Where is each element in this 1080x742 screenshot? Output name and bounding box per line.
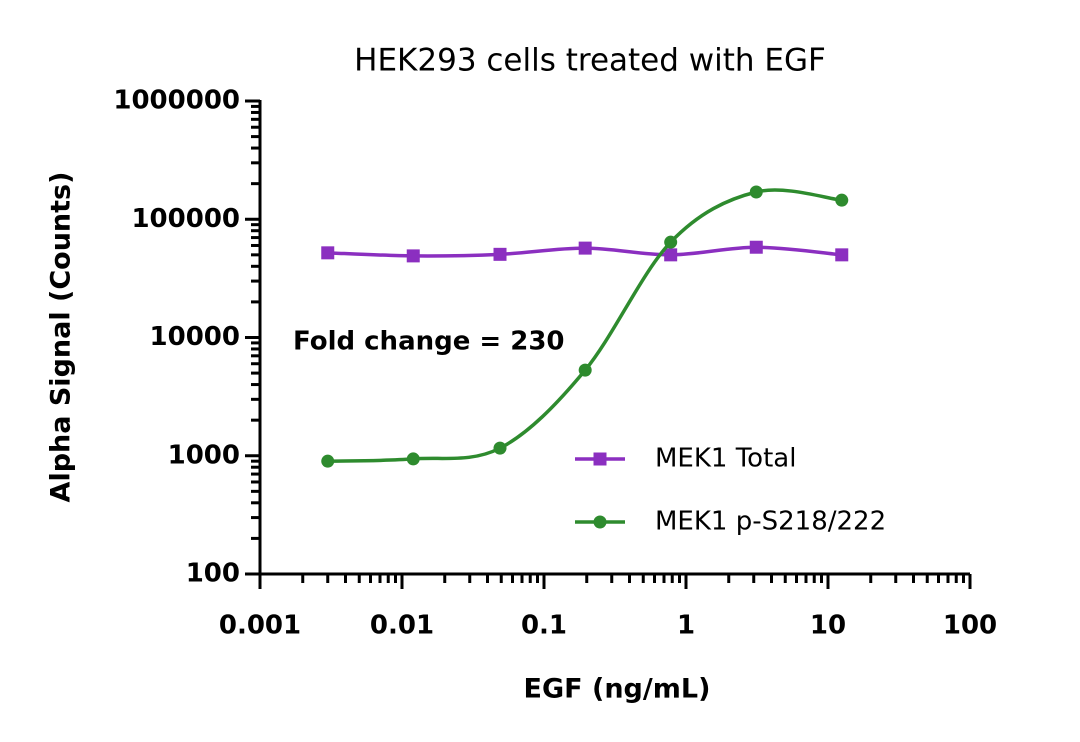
x-axis-label: EGF (ng/mL) <box>524 674 711 705</box>
data-point <box>749 240 763 254</box>
data-point <box>406 249 420 263</box>
data-point <box>321 454 335 468</box>
y-tick-label: 100 <box>186 559 240 589</box>
legend-marker <box>593 515 607 529</box>
legend-label: MEK1 Total <box>655 444 796 474</box>
legend-label: MEK1 p-S218/222 <box>655 507 886 537</box>
data-point <box>835 193 849 207</box>
data-point <box>578 363 592 377</box>
data-point <box>321 246 335 260</box>
y-axis-label: Alpha Signal (Counts) <box>46 172 77 503</box>
x-tick-label: 10 <box>810 611 846 641</box>
y-tick-label: 1000000 <box>113 86 240 116</box>
x-tick-label: 0.001 <box>219 611 301 641</box>
data-point <box>578 241 592 255</box>
y-tick-label: 1000 <box>168 440 240 470</box>
legend-marker <box>593 452 607 466</box>
data-point <box>664 235 678 249</box>
chart-title: HEK293 cells treated with EGF <box>354 43 826 79</box>
x-tick-label: 0.1 <box>521 611 567 641</box>
data-point <box>664 248 678 262</box>
x-tick-label: 0.01 <box>370 611 434 641</box>
y-tick-label: 100000 <box>131 204 240 234</box>
x-tick-label: 100 <box>943 611 997 641</box>
data-point <box>406 452 420 466</box>
annotation: Fold change = 230 <box>293 327 565 357</box>
x-tick-label: 1 <box>677 611 695 641</box>
data-point <box>749 185 763 199</box>
data-point <box>493 441 507 455</box>
data-point <box>493 247 507 261</box>
data-point <box>835 248 849 262</box>
y-tick-label: 10000 <box>150 322 240 352</box>
